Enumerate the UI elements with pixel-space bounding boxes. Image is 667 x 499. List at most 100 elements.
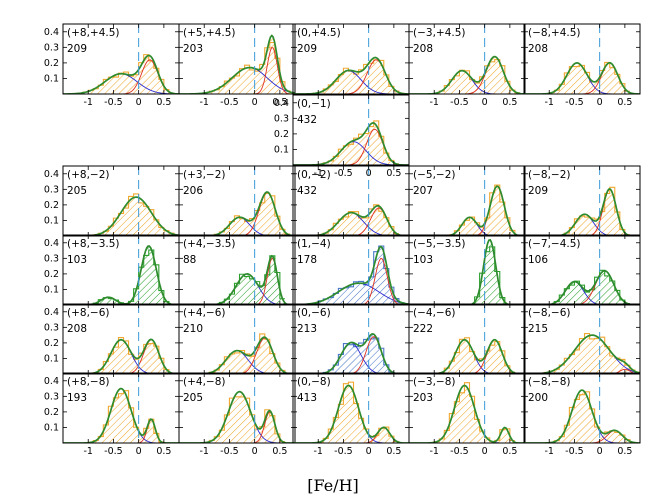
x-tick-label: 0 xyxy=(252,446,258,457)
x-tick-label: -0.5 xyxy=(220,97,239,108)
panel-frame xyxy=(408,23,526,95)
fit-metal-rich-component xyxy=(293,258,409,305)
x-tick-label: -1 xyxy=(313,446,322,457)
y-tick-label: 0.3 xyxy=(274,113,289,124)
panel: (−7,−4.5) 106 xyxy=(523,234,641,306)
panel: (−8,−8) 200 -1 -0.5 0 0.5 xyxy=(523,372,641,457)
x-tick-label: 0.5 xyxy=(617,446,632,457)
panel-frame xyxy=(523,23,641,95)
histogram-fill xyxy=(409,339,525,374)
panel-coordinates-label: (−8,−6) xyxy=(528,307,571,319)
panel-star-count: 103 xyxy=(67,254,87,266)
panel-star-count: 203 xyxy=(183,43,203,55)
fit-total-curve xyxy=(179,191,295,236)
y-tick-label: 0.2 xyxy=(44,338,59,349)
y-tick-label: 0.4 xyxy=(44,307,59,318)
histogram-fill xyxy=(179,35,295,94)
y-tick-label: 0.1 xyxy=(44,284,59,295)
panel-star-count: 106 xyxy=(528,254,548,266)
x-tick-label: -0.5 xyxy=(334,446,353,457)
panel-coordinates-label: (−3,−8) xyxy=(413,376,456,388)
panel-star-count: 213 xyxy=(297,323,317,335)
x-tick-label: -1 xyxy=(83,446,92,457)
x-tick-label: -1 xyxy=(199,97,208,108)
x-tick-label: 0 xyxy=(597,97,603,108)
histogram-fill xyxy=(63,246,179,305)
panel-star-count: 222 xyxy=(413,323,433,335)
panel: (−8,−6) 215 xyxy=(523,303,641,375)
panel: (−8,−2) 209 xyxy=(523,165,641,237)
panel-star-count: 206 xyxy=(183,185,203,197)
panel-frame xyxy=(178,165,296,237)
panel-coordinates-label: (+3,−2) xyxy=(183,169,226,181)
panel-coordinates-label: (0,+4.5) xyxy=(297,27,341,39)
histogram-fill xyxy=(409,239,525,305)
x-tick-label: -1 xyxy=(199,446,208,457)
histogram-steps xyxy=(312,59,404,94)
panel-frame xyxy=(523,372,641,444)
x-tick-label: 0.5 xyxy=(386,446,401,457)
x-tick-label: 0 xyxy=(136,97,142,108)
panel-coordinates-label: (0,−2) xyxy=(297,169,331,181)
x-tick-label: 0 xyxy=(252,97,258,108)
histogram-fill xyxy=(63,197,179,236)
histogram-steps xyxy=(213,192,290,236)
panel-coordinates-label: (−8,−2) xyxy=(528,169,571,181)
panel: (+8,−8) 193 0.1 0.2 0.3 0.4 -1 -0.5 0 0.5 xyxy=(44,372,180,457)
y-tick-label: 0.1 xyxy=(44,353,59,364)
histogram-fill xyxy=(293,385,409,443)
histogram-fill xyxy=(409,385,525,443)
panel: (+3,−2) 206 xyxy=(178,165,296,237)
panel-coordinates-label: (−7,−4.5) xyxy=(528,238,581,250)
y-tick-label: 0.2 xyxy=(44,269,59,280)
panel-star-count: 207 xyxy=(413,185,433,197)
histogram-fill xyxy=(293,246,409,305)
panel: (−5,−2) 207 xyxy=(408,165,526,237)
histogram-fill xyxy=(293,205,409,236)
histogram-fill xyxy=(409,186,525,236)
y-tick-label: 0.2 xyxy=(44,407,59,418)
panel-coordinates-label: (0,−1) xyxy=(297,98,331,110)
fit-total-curve xyxy=(179,254,295,305)
y-tick-label: 0.2 xyxy=(44,58,59,69)
x-tick-label: 0.5 xyxy=(156,97,171,108)
panel: (+4,−6) 210 xyxy=(178,303,296,375)
y-tick-label: 0.3 xyxy=(44,253,59,264)
x-tick-label: -1 xyxy=(544,446,553,457)
panel: (+8,−6) 208 0.1 0.2 0.3 0.4 xyxy=(44,303,180,375)
fit-metal-rich-component xyxy=(524,368,640,374)
panel: (−8,+4.5) 208 -1 -0.5 0 0.5 xyxy=(523,23,641,108)
y-tick-label: 0.1 xyxy=(44,215,59,226)
panel-star-count: 209 xyxy=(297,43,317,55)
y-tick-label: 0.4 xyxy=(44,238,59,249)
x-tick-label: -0.5 xyxy=(565,97,584,108)
panel-coordinates-label: (+8,−8) xyxy=(67,376,110,388)
histogram-steps xyxy=(438,337,515,374)
panel-star-count: 178 xyxy=(297,254,317,266)
panel: (+4,−3.5) 88 xyxy=(178,234,296,306)
histogram-fill xyxy=(63,388,179,443)
panel: (+4,−8) 205 -1 -0.5 0 0.5 xyxy=(178,372,296,457)
panel-frame xyxy=(523,234,641,306)
panel-frame xyxy=(408,234,526,306)
panel-coordinates-label: (−5,−3.5) xyxy=(413,238,466,250)
panel-star-count: 208 xyxy=(67,323,87,335)
panel-frame xyxy=(408,372,526,444)
histogram-fill xyxy=(524,390,640,443)
y-tick-label: 0.1 xyxy=(44,73,59,84)
panel: (+5,+4.5) 203 -1 -0.5 0 0.5 xyxy=(178,23,296,108)
panel-star-count: 193 xyxy=(67,392,87,404)
x-tick-label: -0.5 xyxy=(450,97,469,108)
panel: (+8,−2) 205 0.1 0.2 0.3 0.4 xyxy=(44,165,180,237)
panel-coordinates-label: (+4,−3.5) xyxy=(183,238,236,250)
x-tick-label: 0.5 xyxy=(386,168,401,179)
panel: (−4,−6) 222 xyxy=(408,303,526,375)
fit-total-curve xyxy=(409,185,525,236)
histogram-fill xyxy=(409,56,525,94)
fit-total-curve xyxy=(293,245,409,305)
y-tick-label: 0.2 xyxy=(274,129,289,140)
histogram-fill xyxy=(179,255,295,305)
x-tick-label: 0 xyxy=(482,446,488,457)
